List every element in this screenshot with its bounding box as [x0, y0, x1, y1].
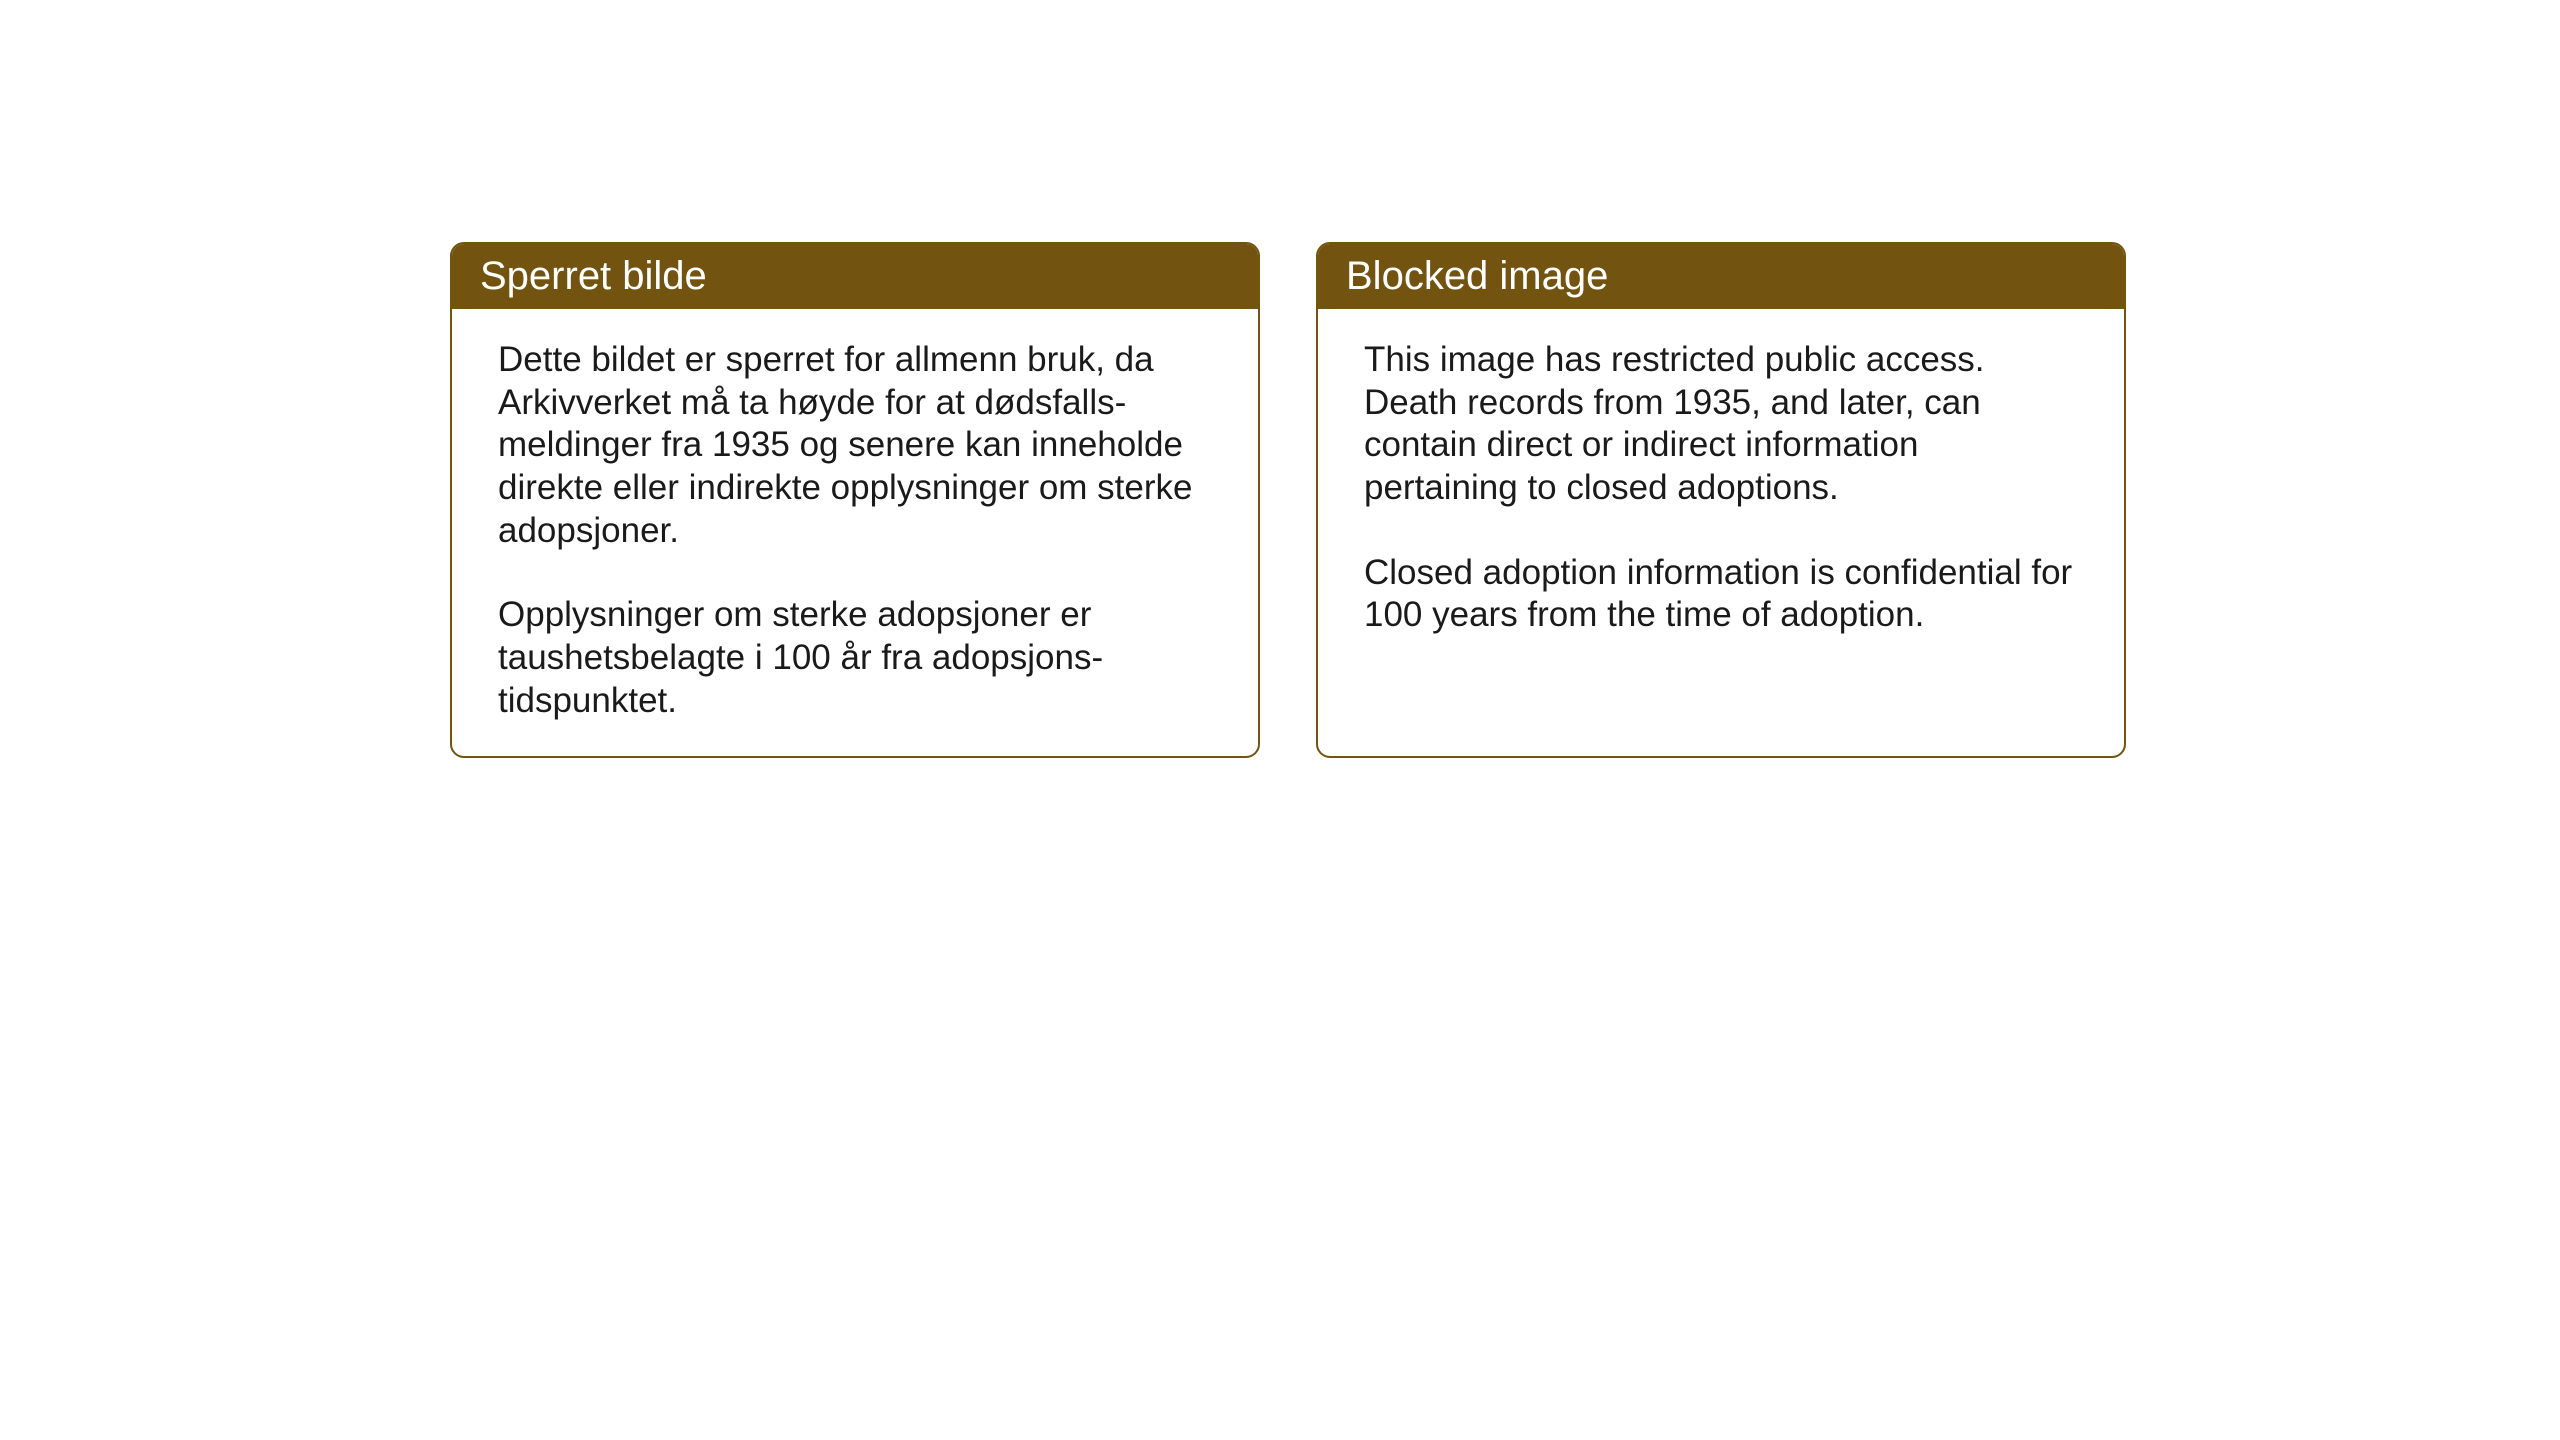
card-paragraph-1-english: This image has restricted public access.…	[1364, 339, 2078, 510]
card-english: Blocked image This image has restricted …	[1316, 242, 2126, 758]
card-paragraph-2-norwegian: Opplysninger om sterke adopsjoner er tau…	[498, 594, 1212, 722]
card-paragraph-1-norwegian: Dette bildet er sperret for allmenn bruk…	[498, 339, 1212, 552]
card-header-english: Blocked image	[1318, 244, 2124, 309]
card-title-norwegian: Sperret bilde	[480, 254, 707, 298]
cards-container: Sperret bilde Dette bildet er sperret fo…	[450, 242, 2126, 758]
card-header-norwegian: Sperret bilde	[452, 244, 1258, 309]
card-body-norwegian: Dette bildet er sperret for allmenn bruk…	[452, 309, 1258, 753]
card-body-english: This image has restricted public access.…	[1318, 309, 2124, 667]
card-title-english: Blocked image	[1346, 254, 1608, 298]
card-norwegian: Sperret bilde Dette bildet er sperret fo…	[450, 242, 1260, 758]
card-paragraph-2-english: Closed adoption information is confident…	[1364, 552, 2078, 637]
